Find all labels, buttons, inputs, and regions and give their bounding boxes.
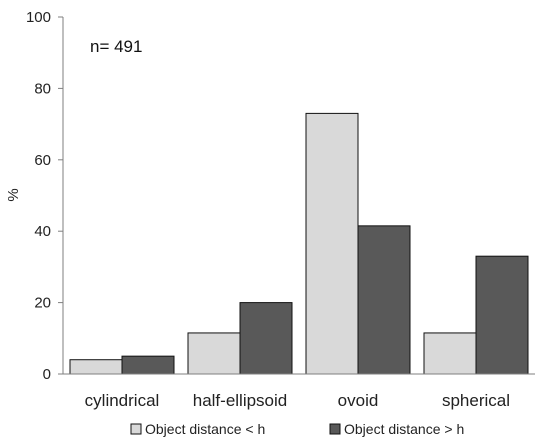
bar-cylindrical-series-1 <box>69 359 123 375</box>
y-tick-label: 0 <box>43 366 51 383</box>
x-category-label: half-ellipsoid <box>193 391 288 410</box>
legend-swatch <box>130 423 142 435</box>
bar-ovoid-series-1 <box>305 112 359 375</box>
y-tick-label: 100 <box>26 9 51 26</box>
x-category-label: ovoid <box>338 391 379 410</box>
legend: Object distance < h Object distance > h <box>130 421 464 437</box>
bar-spherical-series-2 <box>475 255 529 375</box>
y-axis-title: % <box>5 188 22 201</box>
bar-cylindrical-series-2 <box>121 355 175 375</box>
x-category-label: cylindrical <box>85 391 160 410</box>
y-tick-label: 20 <box>34 295 51 312</box>
legend-label: Object distance > h <box>344 421 464 437</box>
y-axis: 0 20 40 60 80 100 <box>26 9 64 383</box>
bar-ovoid-series-2 <box>357 225 411 375</box>
sample-size-annotation: n= 491 <box>90 37 142 56</box>
legend-label: Object distance < h <box>145 421 265 437</box>
x-category-label: spherical <box>442 391 510 410</box>
y-tick-label: 60 <box>34 152 51 169</box>
y-tick-label: 40 <box>34 223 51 240</box>
legend-swatch <box>329 423 341 435</box>
bar-spherical-series-1 <box>423 332 477 375</box>
bar-half-ellipsoid-series-1 <box>187 332 241 375</box>
bar-half-ellipsoid-series-2 <box>239 302 293 375</box>
plot-area <box>69 112 529 375</box>
x-axis: cylindrical half-ellipsoid ovoid spherical <box>63 373 535 410</box>
y-tick-label: 80 <box>34 80 51 97</box>
